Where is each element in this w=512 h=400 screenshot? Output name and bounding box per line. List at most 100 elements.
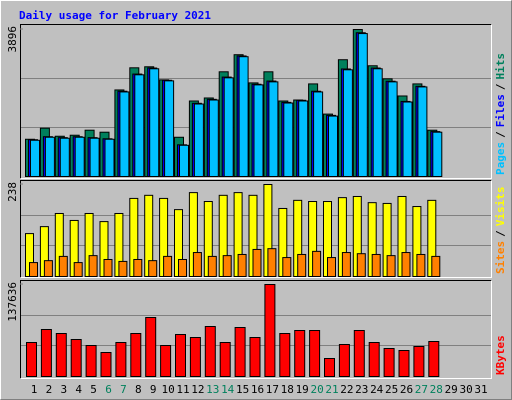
bar — [413, 346, 425, 378]
x-tick-label: 27 — [415, 383, 428, 396]
bar — [134, 74, 145, 177]
legend: Sites / Visits — [494, 187, 507, 275]
bar — [312, 250, 322, 277]
bar — [40, 329, 52, 378]
plot-border-dark — [20, 280, 492, 379]
x-tick-label: 31 — [474, 383, 487, 396]
bar — [148, 260, 158, 278]
bar — [383, 348, 395, 378]
x-tick-label: 14 — [221, 383, 235, 396]
bar — [160, 345, 172, 378]
x-tick-label: 8 — [135, 383, 142, 396]
bar — [328, 115, 338, 177]
x-tick-label: 29 — [445, 383, 458, 396]
bar — [297, 253, 307, 277]
bar — [74, 136, 85, 177]
legend-separator: / — [494, 131, 507, 138]
chart-title: Daily usage for February 2021 — [19, 9, 211, 22]
bar — [267, 248, 277, 277]
x-tick-label: 21 — [325, 383, 338, 396]
bar — [282, 257, 292, 278]
bar — [416, 253, 426, 277]
x-tick-label: 10 — [161, 383, 174, 396]
bar — [264, 284, 276, 377]
bar — [327, 257, 336, 278]
bar — [88, 255, 98, 278]
x-tick-label: 18 — [281, 383, 294, 396]
bar — [130, 333, 142, 377]
y-tick-label: 238 — [6, 182, 19, 202]
bar — [208, 99, 219, 177]
bar — [342, 69, 353, 177]
legend-entry: Sites — [494, 241, 507, 274]
x-tick-label: 22 — [340, 383, 353, 396]
bar — [386, 255, 396, 278]
bar — [104, 138, 115, 177]
bar — [294, 330, 306, 378]
bar — [338, 344, 350, 377]
bar — [207, 255, 217, 278]
bar — [103, 258, 113, 278]
x-tick-label: 11 — [176, 383, 189, 396]
bar — [29, 262, 38, 278]
bar — [204, 326, 216, 378]
plot-border-light — [20, 280, 492, 379]
bar — [164, 80, 175, 177]
plot-border-light — [20, 24, 492, 179]
bar — [100, 352, 112, 378]
x-tick-label: 23 — [355, 383, 368, 396]
legend-entry: Files — [494, 94, 507, 127]
bar — [149, 68, 160, 177]
bar — [353, 330, 365, 378]
bar — [431, 255, 441, 278]
bar — [371, 253, 381, 277]
bar — [163, 255, 173, 278]
bar — [30, 139, 40, 177]
bar — [119, 91, 130, 177]
plot-border-dark — [20, 180, 492, 278]
bar — [43, 260, 53, 278]
bar — [298, 100, 309, 177]
bar — [59, 137, 70, 177]
x-tick-label: 2 — [46, 383, 53, 396]
bar — [85, 345, 97, 378]
legend-separator: / — [494, 230, 507, 237]
legend-entry: Hits — [494, 53, 507, 80]
x-tick-label: 3 — [60, 383, 67, 396]
bar — [357, 33, 368, 177]
bar — [279, 333, 291, 377]
x-tick-label: 6 — [105, 383, 112, 396]
bar — [387, 81, 398, 177]
legend-separator: / — [494, 83, 507, 90]
legend-entry: KBytes — [494, 335, 507, 375]
bar — [237, 253, 247, 277]
bar — [58, 255, 68, 278]
bar — [253, 84, 264, 177]
bar — [70, 339, 82, 377]
x-tick-label: 5 — [90, 383, 97, 396]
bar — [115, 342, 127, 377]
x-tick-label: 13 — [206, 383, 219, 396]
bar — [223, 77, 234, 177]
bar — [324, 358, 335, 377]
bar — [55, 333, 67, 377]
bar — [234, 327, 246, 378]
bar — [356, 253, 366, 278]
bar — [193, 103, 204, 177]
bar — [401, 252, 411, 278]
bar — [252, 248, 262, 277]
bar — [189, 337, 201, 377]
x-tick-label: 1 — [31, 383, 38, 396]
y-tick-label: 3896 — [6, 26, 19, 53]
x-tick-label: 16 — [251, 383, 264, 396]
x-tick-label: 19 — [296, 383, 309, 396]
bar — [313, 91, 324, 177]
bar — [222, 255, 232, 278]
plot-border-dark — [20, 24, 492, 179]
bar — [417, 86, 428, 177]
bar — [432, 131, 443, 177]
bar — [73, 262, 83, 278]
bar — [192, 252, 202, 278]
